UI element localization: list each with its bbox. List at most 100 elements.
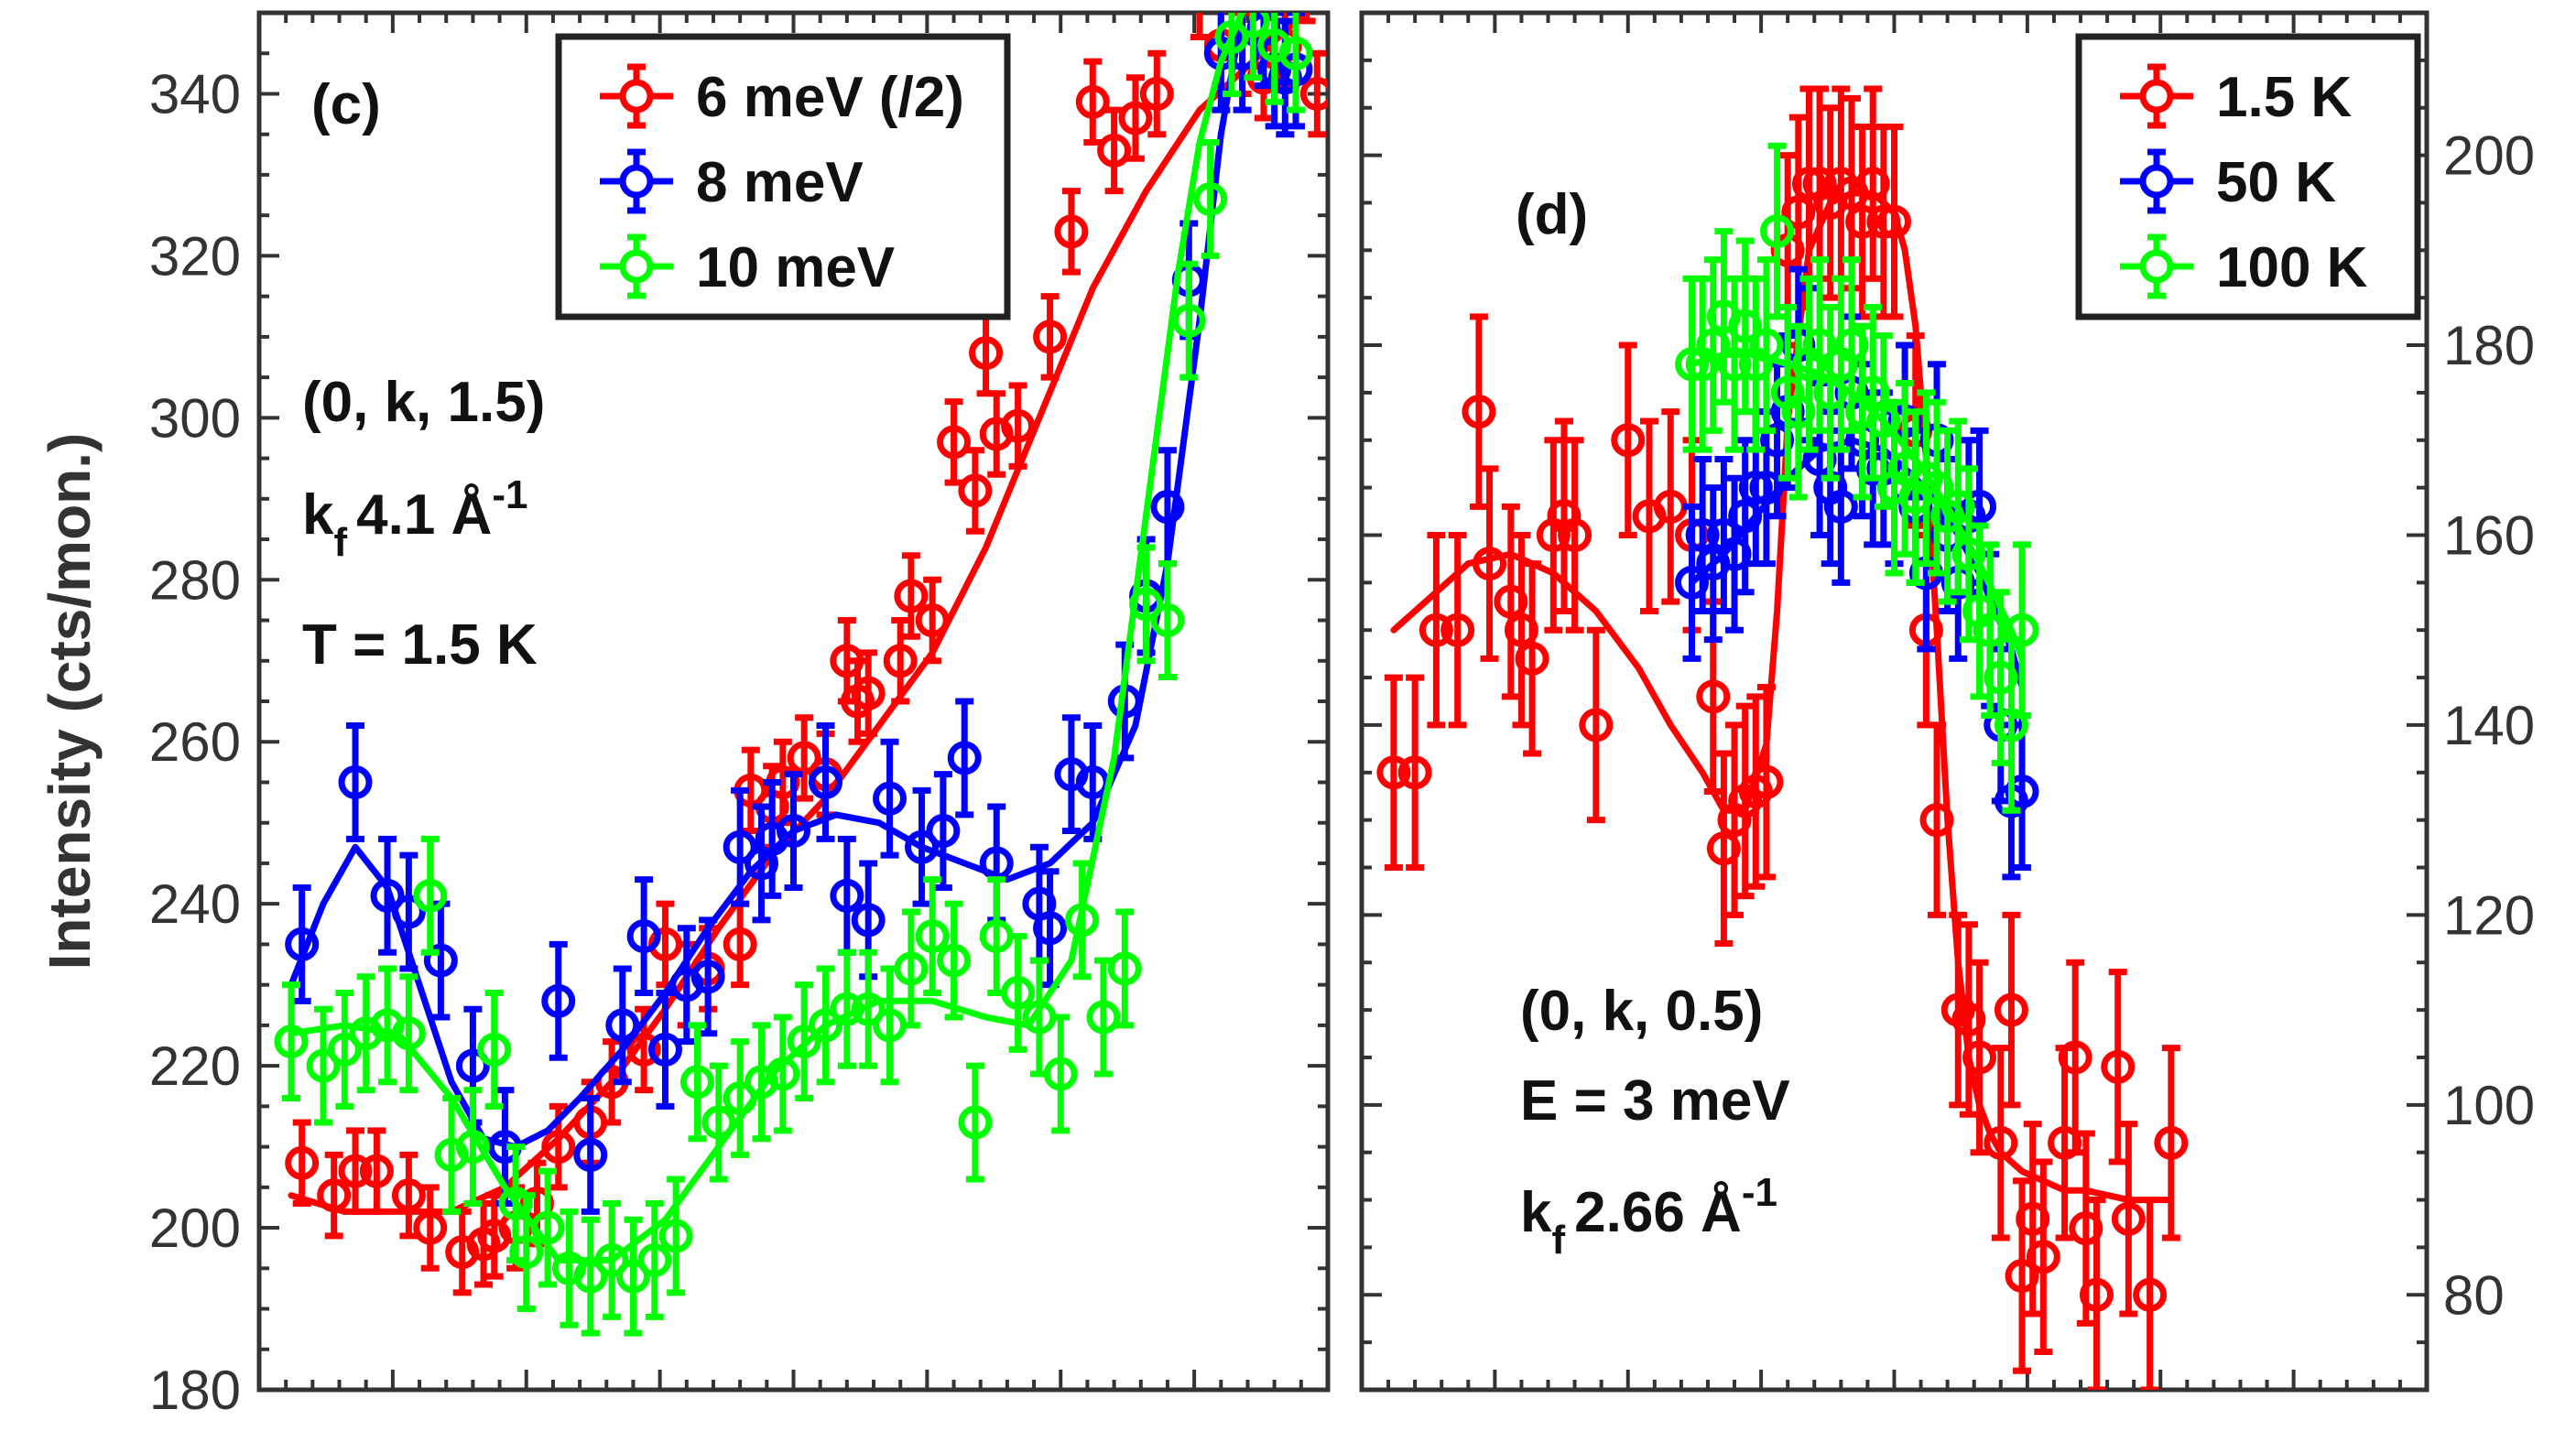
- marker: [285, 927, 320, 961]
- marker: [1278, 36, 1313, 70]
- marker: [317, 1178, 352, 1213]
- marker: [1139, 76, 1174, 111]
- marker: [1749, 328, 1784, 363]
- marker: [1994, 992, 2028, 1027]
- marker: [2079, 1277, 2114, 1312]
- marker: [1150, 603, 1185, 638]
- annotation: (0, k, 1.5): [302, 371, 545, 434]
- y-tick-label: 280: [149, 549, 241, 611]
- data-point: [958, 1062, 993, 1183]
- data-point: [851, 949, 886, 1069]
- marker: [1515, 641, 1549, 676]
- data-point: [883, 617, 918, 705]
- data-point: [809, 722, 843, 842]
- marker: [2005, 613, 2039, 647]
- data-point: [2048, 1045, 2082, 1241]
- kf-sub: f: [333, 520, 347, 565]
- y-tick-label: 200: [2443, 125, 2535, 187]
- marker: [2026, 1240, 2060, 1274]
- data-point: [1033, 293, 1068, 381]
- kf-value: 2.66 Å: [1574, 1181, 1742, 1244]
- legend-label: 10 meV: [696, 236, 895, 299]
- marker: [285, 1145, 320, 1180]
- data-point: [937, 398, 972, 486]
- marker: [541, 1130, 576, 1165]
- marker: [327, 1032, 362, 1067]
- legend-marker: [2139, 79, 2174, 114]
- data-point: [626, 876, 661, 996]
- marker: [1107, 951, 1142, 986]
- marker: [1097, 133, 1132, 168]
- data-point: [1054, 714, 1089, 835]
- data-point: [2005, 541, 2039, 720]
- marker: [338, 1154, 373, 1188]
- legend-marker: [619, 79, 654, 114]
- marker: [969, 336, 1004, 371]
- legend: 6 meV (/2) 8 meV 10 meV: [555, 33, 1011, 320]
- marker: [2101, 1049, 2136, 1084]
- data-point: [530, 1167, 565, 1288]
- marker: [905, 829, 940, 864]
- marker: [830, 992, 864, 1026]
- marker: [894, 951, 929, 986]
- legend-label: 8 meV: [696, 151, 864, 214]
- legend-label: 1.5 K: [2216, 66, 2352, 129]
- marker: [1962, 1040, 1997, 1075]
- data-point: [2079, 1197, 2114, 1390]
- marker: [809, 764, 843, 799]
- data-point: [1193, 139, 1228, 259]
- marker: [1235, 13, 1270, 38]
- y-tick-label: 180: [149, 1360, 241, 1421]
- marker: [2133, 1277, 2168, 1312]
- legend-item: 6 meV (/2): [600, 63, 964, 129]
- marker: [658, 1219, 693, 1253]
- marker: [937, 943, 972, 978]
- y-tick-label: 180: [2443, 315, 2535, 376]
- marker: [1214, 20, 1249, 55]
- marker: [723, 927, 757, 961]
- marker: [594, 1242, 629, 1277]
- marker: [1001, 408, 1036, 443]
- marker: [359, 1154, 394, 1188]
- marker: [423, 943, 458, 978]
- data-point: [1919, 398, 1954, 577]
- marker: [915, 603, 950, 638]
- marker: [1984, 1125, 2018, 1160]
- data-point: [327, 989, 362, 1110]
- marker: [338, 764, 373, 799]
- data-point: [1297, 13, 1316, 25]
- marker: [766, 1057, 800, 1091]
- data-point: [1214, 13, 1249, 97]
- data-point: [809, 965, 843, 1086]
- marker: [2154, 1125, 2189, 1160]
- marker: [894, 579, 929, 613]
- marker: [637, 1242, 672, 1277]
- data-point: [787, 981, 821, 1102]
- legend-item: 1.5 K: [2120, 63, 2352, 129]
- data-point: [1278, 13, 1313, 114]
- data-point: [894, 552, 929, 640]
- y-tick-label: 300: [149, 387, 241, 449]
- data-point: [647, 989, 682, 1110]
- data-point: [1611, 341, 1646, 538]
- marker: [1150, 490, 1185, 525]
- data-point: [947, 698, 982, 818]
- data-point: [1107, 908, 1142, 1029]
- marker: [1054, 214, 1089, 249]
- marker: [2111, 1201, 2146, 1236]
- data-point: [1235, 13, 1270, 81]
- marker: [1194, 13, 1205, 14]
- y-tick-label: 120: [2443, 884, 2535, 946]
- data-point: [1397, 674, 1432, 872]
- data-point: [1749, 256, 1784, 434]
- marker: [1473, 547, 1507, 581]
- data-point: [1473, 465, 1507, 662]
- data-point: [1984, 1045, 2018, 1241]
- marker: [947, 741, 982, 775]
- marker: [1418, 613, 1453, 647]
- data-point: [2111, 1121, 2146, 1317]
- data-point: [1749, 683, 1784, 881]
- marker: [573, 1137, 608, 1172]
- data-point: [1150, 560, 1185, 680]
- data-point: [1171, 260, 1206, 381]
